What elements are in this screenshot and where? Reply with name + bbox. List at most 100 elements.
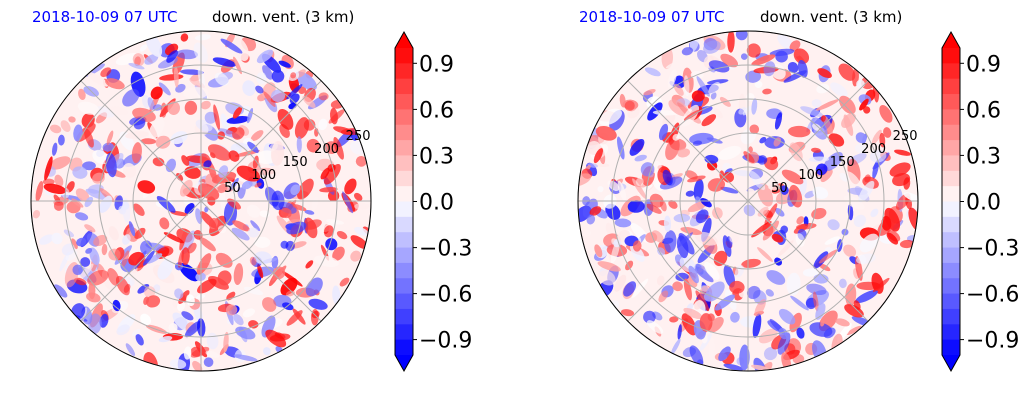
- field-blob: [822, 115, 833, 135]
- field-blob: [733, 170, 755, 177]
- field-blob: [236, 165, 261, 182]
- field-blob: [597, 186, 604, 193]
- field-blob: [254, 182, 262, 188]
- field-blob: [730, 311, 740, 323]
- colorbar-segment: [395, 94, 413, 110]
- field-blob: [257, 263, 264, 279]
- field-blob: [176, 49, 198, 60]
- field-blob: [749, 170, 766, 191]
- colorbar-extend-min: [942, 355, 960, 371]
- field-blob: [754, 80, 763, 89]
- colorbar-segment: [395, 262, 413, 279]
- field-blob: [355, 156, 367, 167]
- field-blob: [714, 294, 735, 311]
- field-blob: [643, 310, 656, 324]
- field-blob: [140, 138, 157, 145]
- field-blob: [595, 125, 617, 141]
- field-blob: [855, 290, 878, 304]
- field-blob: [82, 161, 96, 171]
- field-blob: [763, 61, 776, 77]
- field-blob: [858, 180, 875, 203]
- field-blob: [777, 34, 793, 50]
- field-blob: [140, 313, 152, 326]
- range-tick-label: 200: [314, 142, 339, 157]
- field-blob: [353, 192, 363, 201]
- field-blob: [84, 128, 94, 148]
- field-blob: [662, 113, 676, 126]
- field-blob: [796, 327, 805, 339]
- field-blob: [190, 346, 202, 357]
- field-blob: [673, 83, 684, 96]
- field-blob: [72, 264, 83, 276]
- field-blob: [168, 322, 178, 333]
- field-blob: [121, 250, 130, 268]
- azimuth-line: [200, 80, 322, 202]
- field-blob: [217, 131, 225, 140]
- field-blob: [614, 274, 627, 292]
- field-blob: [133, 203, 145, 216]
- field-blob: [712, 207, 723, 219]
- field-blob: [246, 108, 254, 124]
- field-blob: [603, 194, 617, 209]
- field-blob: [247, 141, 259, 153]
- field-blob: [708, 316, 724, 333]
- field-blob: [644, 67, 661, 77]
- field-blob: [634, 154, 647, 162]
- field-blob: [793, 223, 809, 234]
- field-blob: [720, 53, 739, 68]
- field-blob: [881, 215, 892, 231]
- field-blob: [806, 283, 827, 295]
- colorbar-segment: [395, 293, 413, 310]
- field-blob: [743, 204, 756, 217]
- field-blob: [220, 113, 229, 131]
- field-blob: [53, 284, 68, 298]
- field-blob: [835, 318, 850, 327]
- field-blob: [741, 258, 761, 268]
- colorbar-extend-min: [395, 355, 413, 371]
- field-blob: [788, 184, 803, 208]
- field-blob: [632, 178, 647, 199]
- field-blob: [663, 215, 672, 232]
- field-blob: [271, 69, 285, 83]
- field-blob: [150, 86, 163, 100]
- colorbar-segment: [395, 78, 413, 95]
- field-blob: [820, 115, 826, 122]
- field-blob: [598, 108, 622, 126]
- field-blob: [788, 125, 811, 138]
- chart-title-field: down. vent. (3 km): [760, 8, 903, 26]
- colorbar-tick-label: −0.3: [966, 237, 1019, 262]
- field-blob: [762, 220, 779, 241]
- field-blob: [57, 134, 65, 146]
- field-blob: [179, 229, 187, 251]
- field-blob: [872, 277, 890, 293]
- field-blob: [718, 145, 742, 160]
- field-blob: [691, 90, 705, 102]
- field-blob: [100, 67, 112, 78]
- field-blob: [183, 346, 192, 360]
- field-blob: [304, 217, 318, 239]
- field-blob: [253, 251, 272, 265]
- field-blob: [51, 232, 63, 245]
- field-blob: [228, 150, 240, 162]
- field-blob: [879, 105, 893, 123]
- field-blob: [87, 72, 109, 87]
- field-blob: [311, 196, 319, 212]
- field-blob: [135, 333, 144, 346]
- field-blob: [812, 291, 819, 312]
- field-blob: [277, 108, 294, 130]
- field-blob: [669, 316, 679, 323]
- field-blob: [109, 106, 128, 116]
- field-blob: [180, 33, 189, 42]
- field-blob: [672, 134, 680, 141]
- field-blob: [708, 82, 721, 94]
- colorbar-segment: [942, 63, 960, 80]
- field-blob: [758, 328, 778, 344]
- field-blob: [354, 202, 370, 210]
- colorbar-segment: [395, 155, 413, 172]
- field-blob: [286, 84, 303, 100]
- field-blob: [152, 104, 162, 111]
- colorbar-segment: [395, 170, 413, 187]
- field-blob: [614, 218, 632, 228]
- colorbar-segment: [395, 324, 413, 341]
- field-blob: [179, 263, 199, 282]
